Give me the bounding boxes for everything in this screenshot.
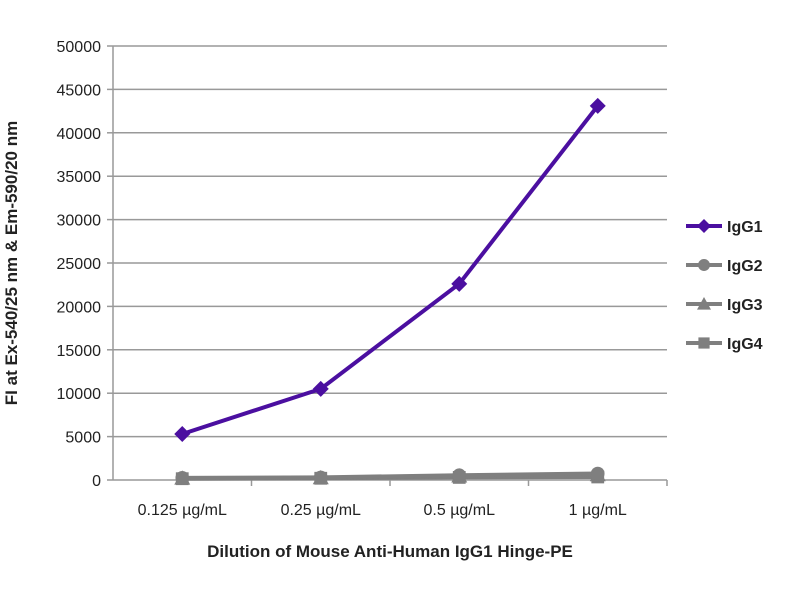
y-tick-label: 30000: [57, 213, 102, 230]
y-tick-label: 25000: [57, 256, 102, 273]
x-tick-label: 0.125 µg/mL: [138, 502, 227, 519]
data-point-IgG2: [313, 470, 328, 485]
data-point-IgG1: [451, 275, 468, 292]
y-tick-label: 15000: [57, 343, 102, 360]
legend-marker-IgG2: [698, 259, 710, 271]
y-tick-label: 5000: [65, 430, 101, 447]
y-tick-label: 50000: [57, 39, 102, 56]
legend-label: IgG3: [727, 297, 763, 314]
y-tick-label: 35000: [57, 169, 102, 186]
legend-marker-IgG3: [697, 297, 711, 310]
y-tick-label: 0: [92, 473, 101, 490]
x-axis-title: Dilution of Mouse Anti-Human IgG1 Hinge-…: [207, 542, 573, 561]
y-axis-title: FI at Ex-540/25 nm & Em-590/20 nm: [2, 121, 21, 405]
legend-label: IgG4: [727, 336, 763, 353]
y-tick-label: 45000: [57, 82, 102, 99]
series-line-IgG2: [182, 471, 598, 480]
data-point-IgG1: [174, 425, 191, 442]
legend-marker-IgG1: [697, 219, 711, 233]
y-tick-label: 20000: [57, 299, 102, 316]
data-point-IgG2: [590, 466, 605, 481]
legend-marker-IgG4: [698, 337, 710, 349]
x-tick-label: 0.5 µg/mL: [424, 502, 496, 519]
y-tick-label: 10000: [57, 386, 102, 403]
data-point-IgG2: [175, 471, 190, 485]
y-tick-label: 40000: [57, 126, 102, 143]
data-point-IgG2: [452, 468, 467, 483]
series-line-IgG1: [181, 104, 600, 436]
data-point-IgG1: [312, 380, 329, 397]
data-point-IgG1: [589, 97, 606, 114]
legend-label: IgG1: [727, 219, 763, 236]
legend-label: IgG2: [727, 258, 763, 275]
x-tick-label: 1 µg/mL: [569, 502, 627, 519]
x-tick-label: 0.25 µg/mL: [281, 502, 361, 519]
